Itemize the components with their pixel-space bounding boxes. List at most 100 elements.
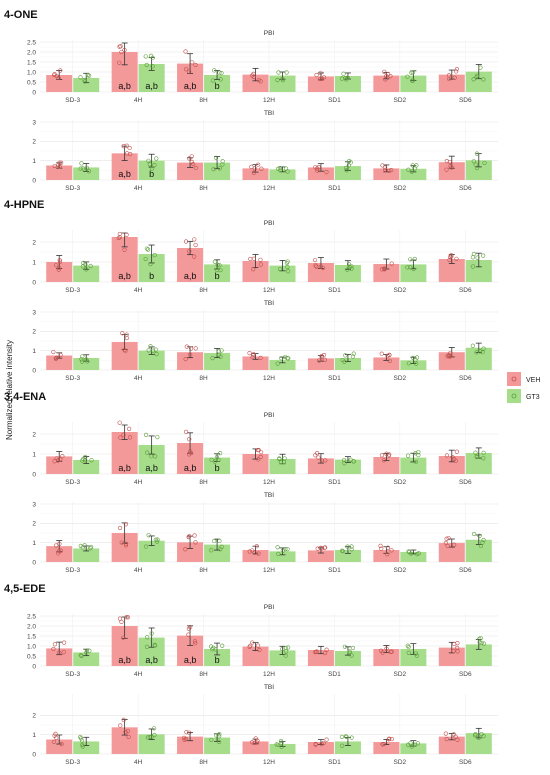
data-point: [121, 432, 126, 437]
x-tick-label: SD1: [328, 287, 341, 294]
data-point: [188, 449, 193, 454]
data-point: [318, 70, 323, 76]
x-tick-label: 12H: [263, 287, 275, 294]
data-point: [184, 67, 189, 72]
data-point: [455, 640, 460, 646]
data-point: [382, 266, 387, 272]
significance-label: a,b: [184, 655, 197, 665]
data-point: [150, 55, 155, 60]
legend-label-gt3: GT3: [526, 394, 540, 401]
data-point: [447, 257, 452, 263]
data-point: [284, 260, 290, 266]
data-point: [183, 49, 188, 54]
significance-label: a,b: [118, 655, 131, 665]
data-point: [56, 267, 61, 272]
data-point: [89, 458, 94, 463]
data-point: [124, 232, 129, 237]
data-point: [316, 358, 322, 363]
panel-title: TBI: [264, 110, 274, 117]
bar-veh-sd6: [438, 647, 465, 666]
data-point: [210, 356, 215, 361]
data-point: [343, 734, 349, 739]
data-point: [318, 76, 323, 81]
y-tick-label: 1.5: [27, 59, 36, 66]
data-point: [184, 344, 189, 349]
x-tick-label: SD6: [459, 759, 472, 766]
data-point: [451, 648, 456, 654]
data-point: [279, 356, 284, 361]
data-point: [250, 353, 256, 358]
y-tick-label: 2: [32, 431, 36, 438]
y-tick-label: 1: [32, 451, 36, 458]
data-point: [220, 162, 225, 167]
data-point: [344, 168, 349, 173]
data-point: [387, 358, 392, 364]
data-point: [279, 744, 284, 750]
data-point: [414, 361, 419, 366]
data-point: [187, 437, 192, 442]
data-point: [383, 167, 388, 172]
data-point: [125, 615, 131, 620]
data-point: [322, 357, 327, 362]
data-point: [382, 69, 387, 74]
data-point: [381, 458, 387, 463]
bar-gt3-8h: [204, 457, 231, 474]
data-point: [143, 256, 148, 262]
data-point: [385, 545, 391, 550]
data-point: [187, 625, 193, 630]
bar-gt3-sd-3: [73, 358, 100, 370]
data-point: [381, 741, 386, 747]
x-tick-label: SD6: [459, 567, 472, 574]
x-tick-label: 12H: [263, 479, 275, 486]
data-point: [280, 548, 286, 553]
bar-gt3-sd6: [465, 644, 492, 666]
data-point: [346, 163, 351, 168]
data-point: [127, 426, 132, 431]
data-point: [312, 257, 318, 263]
data-point: [258, 262, 263, 267]
x-tick-label: 12H: [263, 671, 275, 678]
data-point: [258, 454, 263, 460]
data-point: [143, 544, 149, 549]
data-point: [274, 742, 279, 747]
data-point: [123, 348, 128, 354]
x-tick-label: 12H: [263, 759, 275, 766]
bar-veh-8h: [177, 162, 204, 180]
data-point: [350, 645, 356, 651]
y-tick-label: 3: [32, 309, 36, 316]
data-point: [256, 551, 261, 556]
x-tick-label: SD-3: [65, 375, 80, 382]
data-point: [444, 159, 449, 164]
data-point: [209, 644, 214, 649]
bar-gt3-8h: [204, 544, 231, 562]
data-point: [148, 344, 153, 349]
data-point: [478, 349, 483, 354]
bar-gt3-sd2: [400, 360, 427, 370]
bar-veh-sd6: [438, 162, 465, 180]
x-tick-label: 12H: [263, 375, 275, 382]
data-point: [454, 449, 459, 454]
data-point: [149, 631, 154, 636]
bar-gt3-4h: [138, 540, 165, 562]
data-point: [80, 166, 85, 171]
data-point: [324, 647, 329, 652]
data-point: [254, 544, 259, 549]
group-1: 4-HPNE PBI 0 1 2 a,b b a,b b SD-3 4H 8H 12H SD1 SD2 SD6…: [4, 199, 498, 382]
data-point: [155, 435, 160, 440]
data-point: [57, 541, 62, 546]
bar-gt3-sd1: [334, 741, 361, 754]
y-tick-label: 2.5: [27, 39, 36, 46]
x-tick-label: SD2: [394, 185, 407, 192]
data-point: [190, 60, 195, 65]
significance-label: b: [149, 271, 154, 281]
data-point: [118, 435, 123, 440]
data-point: [406, 650, 411, 655]
data-point: [118, 44, 123, 49]
data-point: [128, 151, 133, 157]
data-point: [212, 68, 217, 73]
significance-label: b: [215, 271, 220, 281]
data-point: [54, 355, 59, 360]
data-point: [322, 545, 327, 550]
bar-veh-12h: [242, 550, 269, 562]
data-point: [193, 242, 198, 248]
